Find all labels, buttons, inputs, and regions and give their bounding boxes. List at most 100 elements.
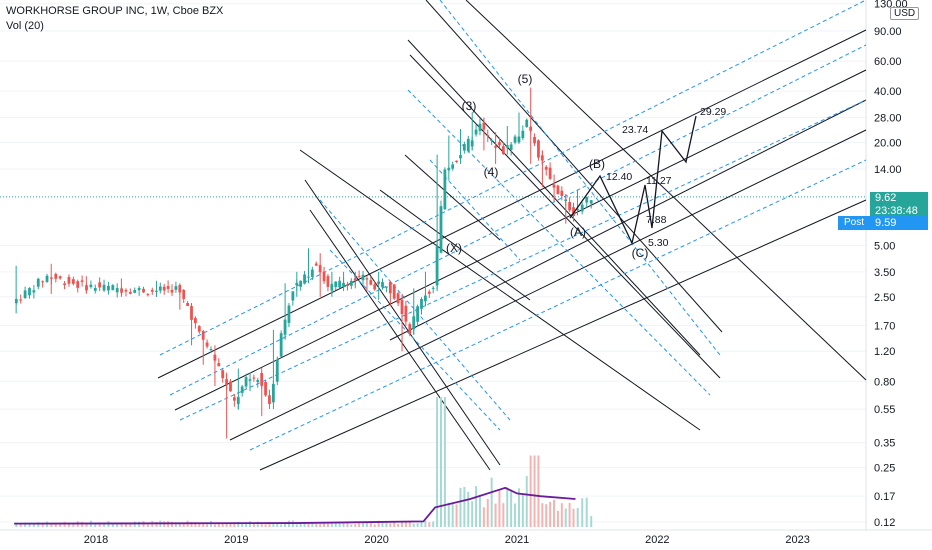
- volume-bar: [369, 522, 372, 527]
- volume-bar: [41, 522, 44, 527]
- volume-bar: [15, 522, 18, 527]
- volume-bar: [19, 522, 22, 527]
- candle-body: [303, 274, 306, 284]
- volume-bar: [416, 523, 419, 527]
- volume-bar: [24, 522, 27, 527]
- price-tick-label: 0.35: [874, 438, 895, 450]
- candle-body: [197, 326, 201, 332]
- candle-body: [264, 381, 267, 396]
- time-tick-label: 2020: [364, 534, 388, 546]
- candle-body: [71, 279, 75, 284]
- currency-badge[interactable]: USD: [890, 7, 920, 20]
- volume-bar: [385, 521, 388, 527]
- volume-bar: [576, 507, 579, 527]
- volume-bar: [486, 498, 489, 527]
- candle-body: [279, 333, 283, 357]
- volume-bar: [463, 486, 466, 527]
- volume-bar: [389, 523, 392, 527]
- volume-bar: [72, 523, 75, 527]
- volume-bar: [124, 523, 127, 527]
- volume-bar: [525, 475, 528, 527]
- candle-body: [580, 204, 584, 212]
- projection-path: [569, 115, 697, 245]
- channel-line: [379, 189, 531, 301]
- volume-bar: [28, 522, 31, 527]
- candle-body: [221, 370, 225, 379]
- price-tick-label: 130.00: [874, 0, 908, 11]
- volume-bar: [171, 521, 174, 527]
- volume-bar: [365, 522, 368, 527]
- candle-body: [585, 196, 589, 203]
- volume-bar: [506, 487, 509, 527]
- candle-body: [240, 386, 244, 393]
- channel-line: [425, 0, 723, 333]
- price-target-label: 7.88: [646, 214, 667, 226]
- volume-bar: [572, 508, 575, 527]
- price-tick-label: 40.00: [874, 86, 902, 98]
- price-tick-label: 2.50: [874, 292, 895, 304]
- channel-line: [299, 149, 701, 431]
- volume-bar: [432, 521, 435, 527]
- candle-body: [36, 278, 40, 287]
- candle-body: [427, 291, 431, 294]
- volume-bar: [451, 504, 454, 527]
- candle-body: [431, 287, 435, 289]
- volume-bar: [553, 499, 556, 527]
- median-line-dashed: [407, 89, 711, 396]
- candle-body: [275, 359, 279, 382]
- volume-bar: [428, 522, 431, 527]
- volume-bars: [15, 397, 593, 527]
- volume-bar: [537, 455, 540, 527]
- volume-bar: [264, 524, 267, 527]
- candle-body: [128, 292, 132, 294]
- volume-bar: [514, 503, 517, 527]
- candle-body: [416, 306, 419, 322]
- candle-body: [322, 271, 326, 282]
- volume-bar: [455, 504, 458, 527]
- volume-bar: [103, 524, 106, 527]
- wave-labels: (3) (4) (5) (X) (A) (B) (C) 29.29 23.74 12.40 11.2…: [446, 72, 726, 260]
- candle-body: [369, 280, 373, 285]
- channel-line: [389, 99, 867, 341]
- volume-bar: [241, 523, 244, 527]
- median-line-dashed: [159, 0, 867, 356]
- volume-bar: [116, 523, 119, 527]
- volume-bar: [443, 397, 446, 527]
- volume-bar: [393, 522, 396, 527]
- time-tick-label: 2021: [505, 534, 529, 546]
- candle-body: [67, 276, 71, 284]
- candle-body: [361, 274, 365, 281]
- volume-bar: [326, 522, 329, 527]
- volume-bar: [190, 521, 193, 527]
- candle-body: [89, 284, 93, 288]
- volume-ma-line: [14, 486, 576, 525]
- candlesticks: [14, 87, 593, 439]
- candle-body: [93, 287, 97, 291]
- volume-bar: [202, 522, 205, 527]
- volume-bar: [67, 522, 70, 527]
- candle-body: [182, 289, 186, 299]
- volume-bar: [221, 522, 224, 527]
- volume-bar: [556, 510, 559, 527]
- candle-body: [252, 377, 256, 379]
- volume-bar: [155, 521, 158, 527]
- time-axis: 2018 2019 2020 2021 2022 2023: [84, 534, 810, 546]
- volume-bar: [245, 523, 248, 527]
- volume-bar: [248, 521, 251, 527]
- candle-body: [490, 140, 494, 142]
- volume-indicator-label[interactable]: Vol (20): [6, 20, 44, 32]
- volume-bar: [307, 523, 310, 527]
- candle-body: [373, 284, 377, 290]
- volume-bar: [256, 521, 259, 527]
- candle-body: [349, 280, 353, 286]
- candle-body: [186, 302, 190, 307]
- symbol-title[interactable]: WORKHORSE GROUP INC, 1W, Cboe BZX: [6, 5, 224, 17]
- volume-bar: [377, 520, 380, 527]
- candle-body: [150, 289, 154, 292]
- volume-bar: [533, 455, 536, 527]
- price-tick-label: 5.00: [874, 240, 895, 252]
- candle-body: [232, 397, 236, 401]
- price-target-label: 12.40: [606, 171, 632, 183]
- candle-body: [45, 275, 49, 282]
